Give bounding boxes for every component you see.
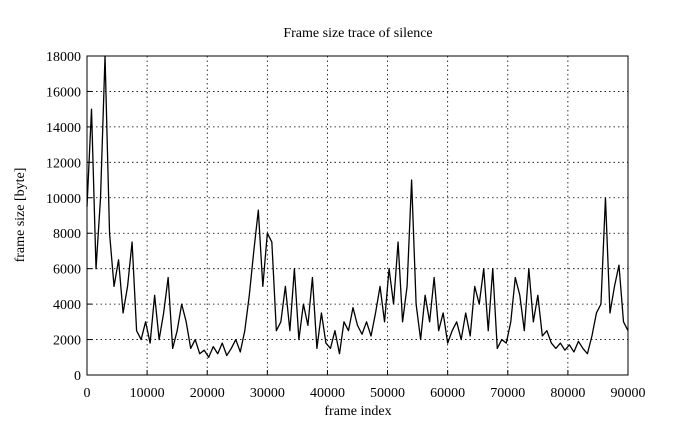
x-tick-label: 30000 bbox=[250, 386, 285, 401]
chart-title: Frame size trace of silence bbox=[283, 26, 432, 41]
y-tick-label: 6000 bbox=[53, 263, 81, 278]
x-tick-label: 40000 bbox=[310, 386, 345, 401]
y-tick-label: 14000 bbox=[46, 121, 81, 136]
x-axis-label: frame index bbox=[324, 404, 391, 419]
x-tick-label: 10000 bbox=[130, 386, 165, 401]
x-tick-label: 70000 bbox=[490, 386, 525, 401]
x-tick-label: 80000 bbox=[550, 386, 585, 401]
data-line bbox=[86, 55, 629, 358]
y-tick-label: 10000 bbox=[46, 192, 81, 207]
x-tick-label: 60000 bbox=[430, 386, 465, 401]
plot-frame bbox=[86, 55, 629, 376]
y-axis-label: frame size [byte] bbox=[13, 168, 28, 263]
y-tick-label: 18000 bbox=[46, 50, 81, 65]
x-tick-label: 90000 bbox=[611, 386, 646, 401]
x-tick-label: 0 bbox=[84, 386, 91, 401]
y-tick-label: 8000 bbox=[53, 227, 81, 242]
y-tick-label: 0 bbox=[74, 369, 81, 384]
y-tick-label: 4000 bbox=[53, 298, 81, 313]
x-tick-label: 50000 bbox=[370, 386, 405, 401]
y-tick-label: 16000 bbox=[46, 85, 81, 100]
x-tick-label: 20000 bbox=[190, 386, 225, 401]
y-tick-label: 2000 bbox=[53, 334, 81, 349]
y-tick-label: 12000 bbox=[46, 156, 81, 171]
